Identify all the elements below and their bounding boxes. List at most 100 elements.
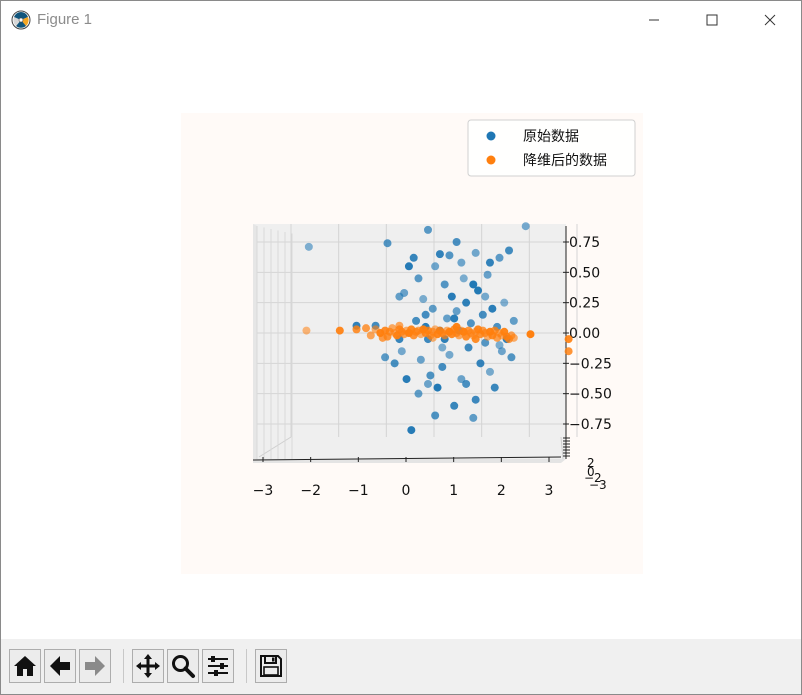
original-point [462,379,471,388]
reduced-point [428,333,437,342]
x-axis-line [252,456,562,461]
original-point [469,413,478,422]
original-point [407,426,416,435]
legend-label: 原始数据 [523,129,579,145]
original-point [424,225,432,234]
z-tick-label: 0.00 [569,326,600,342]
original-point [495,253,504,262]
z-tick-label: 0.75 [569,235,600,251]
original-point [397,347,406,356]
original-point [390,359,399,368]
original-point [478,310,487,319]
z-tick-label: −0.75 [569,417,612,433]
figure-canvas[interactable]: −3 −2 −1 0 1 2 3 0.75 0.50 0.25 0.00 −0.25 −0.50 −0.7… [1,39,801,639]
forward-button[interactable] [79,649,111,683]
magnifier-icon [172,655,195,678]
configure-subplots-button[interactable] [202,649,234,683]
original-point [481,338,490,347]
x-tick-label: −1 [348,483,369,499]
original-point [500,298,509,307]
original-point [404,262,413,271]
original-point [440,280,449,289]
original-point [412,316,421,325]
original-point [471,395,480,404]
move-icon [136,654,160,678]
original-point [435,250,444,259]
z-tick-label: 0.50 [569,265,600,281]
original-point [457,258,466,267]
reduced-point [366,331,375,340]
matplotlib-logo-icon [11,10,31,30]
original-point [459,274,468,283]
reduced-point [335,326,344,335]
arrow-left-icon [50,656,70,676]
original-point [485,258,494,267]
original-point [414,389,423,398]
maximize-button[interactable] [689,1,735,39]
original-point [419,295,428,304]
reduced-point [395,321,404,330]
minimize-button[interactable] [631,1,677,39]
original-point [450,314,459,323]
original-point [471,248,480,257]
original-point [402,375,411,384]
legend-marker [486,131,496,141]
original-point [464,343,473,352]
original-point [450,401,459,410]
original-point [452,307,461,316]
original-point [381,353,390,362]
z-tick-label: 0.25 [569,296,600,312]
original-point [400,288,409,297]
floppy-disk-icon [260,655,282,677]
original-point [445,251,454,260]
reduced-point [352,325,361,334]
reduced-point [526,330,535,339]
toolbar-separator [246,649,247,683]
original-point [416,355,425,364]
original-point [428,304,437,313]
x-tick-label: 1 [449,483,458,499]
original-point [304,242,313,251]
original-point [483,270,492,279]
original-point [433,383,442,392]
save-button[interactable] [255,649,287,683]
original-point [481,292,490,301]
maximize-icon [706,14,718,26]
reduced-point [378,333,387,342]
x-tick-label: 0 [402,483,411,499]
side-pane [253,224,257,461]
minimize-icon [649,19,659,21]
home-icon [14,656,36,676]
z-tick-label: −0.25 [569,356,612,372]
original-point [476,359,485,368]
home-button[interactable] [9,649,41,683]
reduced-point [509,333,518,342]
pan-button[interactable] [132,649,164,683]
y-tick-label: −3 [589,478,607,492]
original-point [445,350,454,359]
zoom-button[interactable] [167,649,199,683]
legend-box [467,119,636,177]
navigation-toolbar [1,639,801,694]
original-point [431,411,440,420]
original-point [438,362,447,371]
original-point [447,292,456,301]
x-tick-label: 2 [497,483,506,499]
original-point [497,347,506,356]
original-point [431,262,440,271]
pane-edge [560,436,564,460]
toolbar-separator [123,649,124,683]
x-tick-label: 3 [545,483,554,499]
x-tick-label: −3 [253,483,274,499]
x-tick-label: −2 [300,483,321,499]
floor-pane [253,459,566,463]
title-bar[interactable]: Figure 1 [1,1,801,39]
reduced-point [564,347,573,356]
close-button[interactable] [747,1,793,39]
y-tick-label: −2 [584,471,602,485]
original-point [466,319,475,328]
close-icon [764,14,776,26]
back-button[interactable] [44,649,76,683]
y-tick-label: 0 [587,465,595,479]
